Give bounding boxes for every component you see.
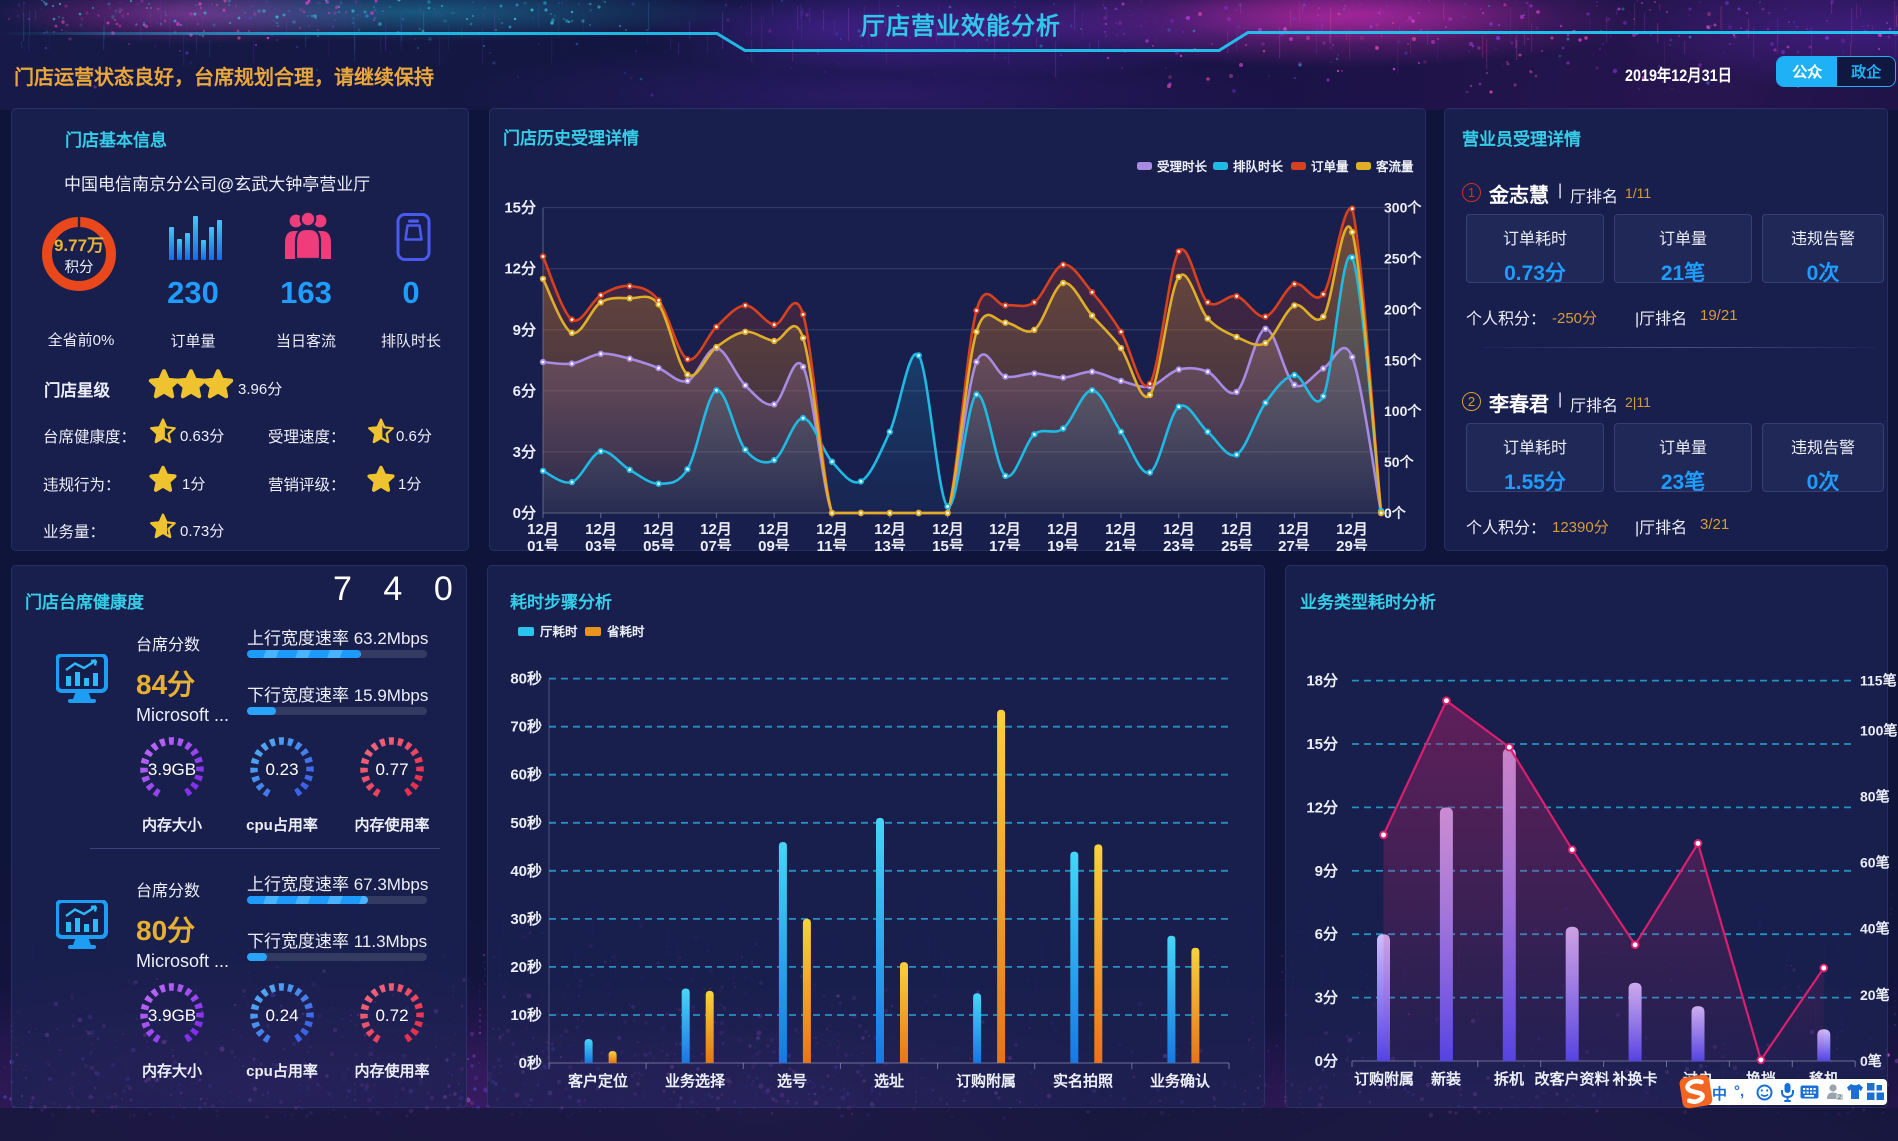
svg-text:15分: 15分	[1306, 736, 1338, 753]
svg-text:12月: 12月	[989, 521, 1021, 538]
svg-text:12月: 12月	[1047, 521, 1079, 538]
svg-text:40笔: 40笔	[1860, 921, 1890, 937]
svg-text:23号: 23号	[1163, 538, 1195, 551]
svg-text:12月: 12月	[643, 521, 675, 538]
svg-text:80笔: 80笔	[1860, 788, 1890, 804]
svg-text:12月: 12月	[1278, 521, 1310, 538]
svg-text:20秒: 20秒	[510, 958, 542, 976]
svg-text:30秒: 30秒	[510, 910, 542, 928]
svg-text:18分: 18分	[1306, 673, 1338, 690]
svg-text:12月: 12月	[1336, 521, 1368, 538]
svg-text:0分: 0分	[1315, 1053, 1338, 1070]
svg-text:12月: 12月	[758, 521, 790, 538]
svg-text:19号: 19号	[1047, 538, 1079, 551]
svg-text:0.23: 0.23	[265, 760, 298, 779]
svg-text:积分: 积分	[65, 259, 94, 276]
svg-text:250个: 250个	[1384, 251, 1422, 267]
svg-text:12月: 12月	[816, 521, 848, 538]
svg-text:27号: 27号	[1278, 538, 1310, 551]
svg-text:11号: 11号	[817, 538, 848, 551]
svg-text:3分: 3分	[1315, 990, 1338, 1007]
svg-text:15号: 15号	[932, 538, 964, 551]
svg-text:12分: 12分	[504, 261, 536, 278]
svg-text:20笔: 20笔	[1860, 987, 1890, 1003]
svg-text:29号: 29号	[1336, 538, 1368, 551]
svg-text:25号: 25号	[1221, 538, 1253, 551]
svg-text:订购附属: 订购附属	[956, 1072, 1016, 1090]
svg-text:拆机: 拆机	[1494, 1070, 1524, 1088]
svg-text:0.24: 0.24	[265, 1006, 298, 1025]
svg-text:10秒: 10秒	[510, 1006, 542, 1024]
svg-text:订单量: 订单量	[1311, 159, 1349, 174]
svg-text:01号: 01号	[527, 538, 559, 551]
svg-text:115笔: 115笔	[1860, 673, 1897, 689]
svg-text:200个: 200个	[1384, 301, 1422, 317]
svg-text:订购附属: 订购附属	[1354, 1070, 1414, 1088]
svg-text:排队时长: 排队时长	[1233, 159, 1284, 174]
svg-text:9分: 9分	[513, 322, 536, 339]
svg-text:21号: 21号	[1105, 538, 1137, 551]
svg-text:3.9GB: 3.9GB	[148, 1006, 196, 1025]
svg-text:12分: 12分	[1306, 799, 1338, 816]
svg-text:补换卡: 补换卡	[1611, 1070, 1657, 1088]
svg-text:50秒: 50秒	[510, 814, 542, 832]
svg-text:60秒: 60秒	[510, 766, 542, 784]
svg-text:05号: 05号	[643, 538, 675, 551]
svg-text:15分: 15分	[504, 200, 536, 217]
svg-text:9.77万: 9.77万	[54, 236, 104, 255]
svg-text:3分: 3分	[513, 444, 536, 461]
svg-text:12月: 12月	[874, 521, 906, 538]
svg-text:0笔: 0笔	[1860, 1053, 1882, 1069]
svg-text:0.72: 0.72	[375, 1006, 408, 1025]
svg-text:改客户资料: 改客户资料	[1534, 1070, 1609, 1088]
svg-text:60笔: 60笔	[1860, 855, 1890, 871]
svg-text:0分: 0分	[513, 505, 536, 522]
svg-text:100个: 100个	[1384, 403, 1422, 419]
svg-text:12月: 12月	[1221, 521, 1253, 538]
svg-text:100笔: 100笔	[1860, 722, 1897, 738]
svg-text:0秒: 0秒	[519, 1054, 542, 1072]
svg-text:12月: 12月	[700, 521, 732, 538]
svg-text:6分: 6分	[513, 383, 536, 400]
svg-text:6分: 6分	[1315, 926, 1338, 943]
svg-text:70秒: 70秒	[510, 718, 542, 736]
svg-text:12月: 12月	[1105, 521, 1137, 538]
svg-text:0个: 0个	[1384, 505, 1407, 521]
svg-text:12月: 12月	[527, 521, 559, 538]
svg-text:40秒: 40秒	[510, 862, 542, 880]
svg-text:选号: 选号	[777, 1072, 807, 1090]
svg-text:新装: 新装	[1431, 1070, 1462, 1088]
svg-text:省耗时: 省耗时	[606, 624, 645, 639]
svg-text:0.77: 0.77	[375, 760, 408, 779]
svg-text:业务确认: 业务确认	[1150, 1072, 1211, 1090]
svg-text:3.9GB: 3.9GB	[148, 760, 196, 779]
svg-text:12月: 12月	[1163, 521, 1195, 538]
svg-text:2: 2	[1838, 1095, 1842, 1101]
svg-text:03号: 03号	[585, 538, 617, 551]
svg-text:12月: 12月	[932, 521, 964, 538]
svg-text:业务选择: 业务选择	[665, 1072, 726, 1090]
svg-text:80秒: 80秒	[510, 670, 542, 688]
svg-text:厅耗时: 厅耗时	[540, 624, 578, 639]
svg-text:17号: 17号	[989, 538, 1021, 551]
svg-text:选址: 选址	[874, 1072, 904, 1090]
svg-text:客户定位: 客户定位	[567, 1072, 628, 1090]
svg-text:客流量: 客流量	[1375, 159, 1414, 174]
svg-text:300个: 300个	[1384, 200, 1422, 216]
svg-text:07号: 07号	[700, 538, 732, 551]
svg-text:9分: 9分	[1315, 863, 1338, 880]
svg-text:150个: 150个	[1384, 352, 1422, 368]
svg-text:50个: 50个	[1384, 454, 1415, 470]
svg-text:13号: 13号	[874, 538, 906, 551]
svg-text:实名拍照: 实名拍照	[1053, 1072, 1113, 1090]
svg-text:09号: 09号	[758, 538, 790, 551]
svg-text:受理时长: 受理时长	[1157, 159, 1208, 174]
svg-text:12月: 12月	[585, 521, 617, 538]
